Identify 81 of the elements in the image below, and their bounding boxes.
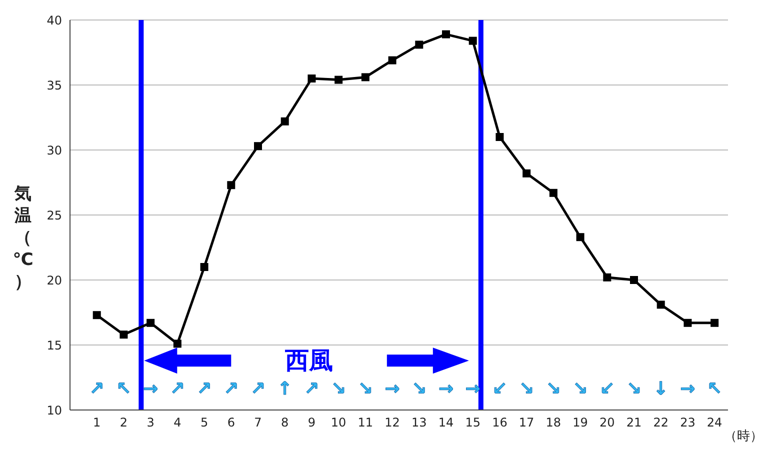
y-tick-label: 40 — [46, 13, 62, 28]
annotation: ↗ — [224, 378, 239, 400]
x-tick-label: 8 — [281, 416, 289, 430]
point — [361, 73, 370, 82]
point — [415, 40, 424, 49]
point — [334, 76, 343, 84]
x-tick-label: 13 — [412, 416, 427, 430]
annotation: ↘ — [572, 378, 588, 400]
y-tick-label: 30 — [46, 143, 62, 158]
x-tick-label: 21 — [626, 416, 642, 430]
annotation: → — [143, 378, 158, 400]
x-tick-label: 15 — [465, 416, 480, 430]
x-tick-label: 5 — [200, 416, 208, 430]
x-tick-label: 24 — [706, 416, 722, 430]
annotation: ↖ — [707, 378, 722, 400]
point — [254, 142, 262, 150]
x-tick-label: 16 — [492, 416, 508, 430]
x-tick-label: 23 — [680, 416, 696, 430]
x-tick-label: 19 — [572, 416, 588, 430]
annotation: ↘ — [519, 378, 534, 400]
point — [120, 330, 128, 339]
point — [92, 311, 101, 320]
annotation: ↑ — [277, 378, 292, 400]
y-tick-label: 10 — [46, 403, 62, 418]
x-tick-label: 9 — [308, 416, 316, 430]
y-axis-title: 気温（℃） — [12, 182, 34, 292]
y-tick-label: 25 — [46, 208, 62, 222]
annotation: ↗ — [196, 378, 212, 400]
x-tick-label: 2 — [120, 416, 128, 430]
point — [522, 169, 531, 178]
annotation: ↘ — [626, 378, 642, 400]
point — [173, 340, 182, 348]
annotation: ↘ — [358, 378, 373, 400]
annotation: ↗ — [89, 378, 104, 400]
point — [710, 318, 719, 327]
point — [603, 273, 612, 282]
point — [388, 56, 396, 64]
annotation: ↗ — [304, 378, 320, 400]
x-axis-title: （時） — [724, 429, 763, 444]
x-tick-label: 20 — [600, 416, 615, 430]
annotation: ↘ — [546, 378, 561, 400]
annotation: ↓ — [653, 378, 668, 400]
point — [630, 276, 638, 284]
point — [227, 181, 236, 190]
annotation: ↘ — [331, 378, 346, 400]
annotation: → — [680, 378, 696, 400]
point — [684, 318, 692, 327]
x-tick-label: 17 — [518, 416, 534, 430]
point — [468, 36, 477, 45]
x-tick-label: 4 — [174, 416, 182, 430]
annotation: → — [438, 378, 454, 400]
x-tick-label: 3 — [146, 416, 154, 430]
point — [146, 318, 155, 327]
annotation: ↗ — [170, 378, 185, 400]
annotation: 西風 — [284, 346, 334, 375]
point — [656, 300, 665, 309]
x-tick-label: 11 — [358, 416, 374, 430]
y-tick-label: 35 — [46, 78, 62, 92]
point — [308, 74, 316, 82]
point — [549, 188, 558, 197]
point — [496, 133, 504, 141]
annotation: ↗ — [250, 378, 266, 400]
point — [280, 117, 289, 126]
x-tick-label: 7 — [254, 416, 262, 430]
annotation: ↘ — [412, 378, 427, 400]
x-tick-label: 12 — [384, 416, 400, 430]
annotation: ↙ — [492, 378, 508, 400]
x-tick-label: 14 — [438, 416, 454, 430]
point — [200, 263, 208, 271]
y-tick-label: 15 — [46, 338, 62, 352]
x-tick-label: 6 — [227, 416, 235, 430]
point — [576, 233, 584, 242]
annotation: ↖ — [116, 378, 132, 400]
point — [442, 30, 450, 38]
x-tick-label: 10 — [330, 416, 346, 430]
x-tick-label: 22 — [653, 416, 668, 430]
x-tick-label: 1 — [93, 416, 101, 430]
annotation: → — [384, 378, 400, 400]
x-tick-label: 18 — [546, 416, 562, 430]
y-tick-label: 20 — [46, 273, 62, 288]
annotation: ↙ — [600, 378, 615, 400]
